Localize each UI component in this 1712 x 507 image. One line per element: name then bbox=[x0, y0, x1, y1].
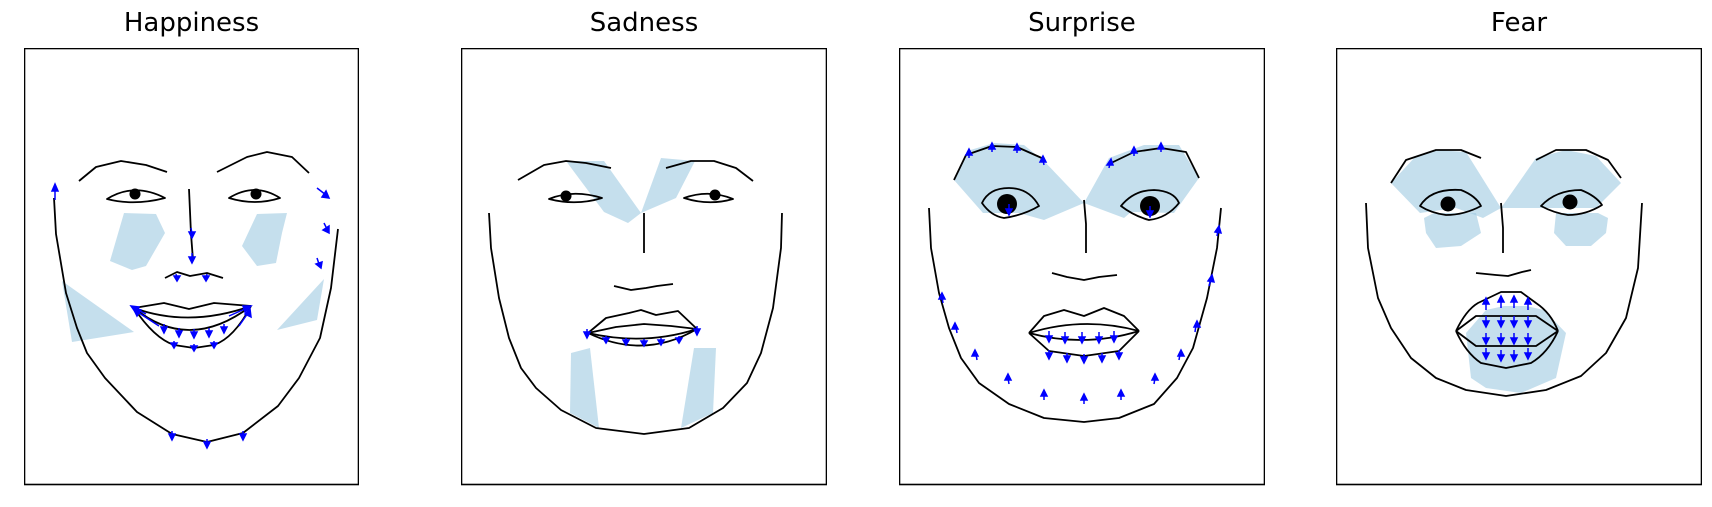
shaded-regions bbox=[62, 213, 324, 342]
nostrils bbox=[164, 271, 224, 279]
pupils bbox=[129, 188, 262, 200]
brow-left-shade bbox=[1391, 150, 1501, 218]
lower-lip-inner bbox=[1455, 330, 1559, 347]
upper-lip-bottom bbox=[1455, 315, 1559, 332]
right-eye bbox=[683, 192, 734, 204]
jaw-line bbox=[928, 207, 1222, 423]
shaded-regions bbox=[1391, 150, 1621, 393]
right-brow bbox=[1535, 149, 1622, 179]
left-pupil bbox=[1440, 196, 1456, 212]
jaw-line bbox=[488, 212, 783, 435]
motion-arrows bbox=[937, 141, 1223, 404]
frame bbox=[24, 48, 359, 486]
frame bbox=[1336, 48, 1702, 486]
mouth-shade bbox=[1466, 306, 1566, 393]
left-eye bbox=[106, 189, 166, 204]
upper-lip-top bbox=[587, 309, 698, 334]
upper-lip-bottom bbox=[587, 323, 698, 334]
upper-lip-bottom bbox=[133, 305, 252, 319]
panel-title: Happiness bbox=[123, 8, 260, 38]
upper-lip-bottom bbox=[1028, 323, 1140, 334]
right-pupil bbox=[1562, 194, 1578, 210]
right-eye bbox=[228, 189, 281, 203]
lower-lip-inner bbox=[587, 328, 698, 340]
panel-title: Sadness bbox=[589, 8, 699, 38]
mouth-corner-left-shade bbox=[62, 281, 134, 342]
lower-lip-outer bbox=[1455, 330, 1559, 369]
panel-title: Fear bbox=[1490, 8, 1548, 38]
left-pupil bbox=[560, 190, 572, 202]
left-brow bbox=[1390, 149, 1482, 184]
motion-arrows bbox=[1481, 294, 1533, 363]
left-eye bbox=[981, 187, 1040, 219]
right-brow bbox=[216, 151, 310, 174]
upper-lip-top bbox=[1455, 291, 1559, 332]
brow-right-shade bbox=[1501, 150, 1621, 208]
face-diagram-sadness bbox=[461, 48, 827, 486]
jaw-line bbox=[1365, 202, 1643, 397]
cheek-right-shade bbox=[242, 213, 287, 266]
right-eye bbox=[1540, 189, 1603, 216]
panel-title: Surprise bbox=[1028, 8, 1136, 38]
face-outline bbox=[53, 151, 339, 443]
nose-bridge bbox=[1083, 199, 1087, 253]
face-outline bbox=[1365, 149, 1643, 397]
left-pupil bbox=[129, 188, 141, 200]
upper-lip-top bbox=[1028, 307, 1140, 334]
frame bbox=[899, 48, 1265, 486]
pupils bbox=[1440, 194, 1578, 212]
face-diagram-happiness bbox=[24, 48, 359, 486]
motion-arrows bbox=[50, 182, 331, 450]
nostrils bbox=[613, 283, 674, 291]
shaded-regions bbox=[566, 158, 716, 428]
chin-right-shade bbox=[681, 348, 716, 428]
left-eye bbox=[1419, 188, 1482, 216]
right-eye bbox=[1120, 189, 1180, 221]
motion-arrows bbox=[582, 326, 702, 348]
chin-left-shade bbox=[570, 348, 599, 428]
inner-brow-right-shade bbox=[641, 158, 695, 213]
face-diagram-fear bbox=[1336, 48, 1702, 486]
inner-brow-left-shade bbox=[566, 161, 641, 223]
right-pupil bbox=[709, 189, 721, 201]
cheek-left-shade bbox=[110, 213, 165, 270]
frame bbox=[461, 48, 827, 486]
upper-lip-top bbox=[133, 302, 252, 310]
pupils bbox=[560, 189, 721, 202]
right-brow bbox=[665, 160, 754, 182]
right-pupil bbox=[250, 188, 262, 200]
mouth-corner-right-shade bbox=[277, 279, 324, 330]
left-brow bbox=[517, 160, 612, 181]
nose-bridge bbox=[1500, 202, 1504, 253]
face-outline bbox=[488, 160, 783, 435]
brow-left-shade bbox=[954, 143, 1084, 220]
nostrils bbox=[1051, 272, 1118, 281]
shaded-regions bbox=[954, 143, 1199, 220]
lower-lip-inner bbox=[133, 305, 252, 331]
under-eye-right-shade bbox=[1554, 213, 1608, 246]
nostrils bbox=[1475, 269, 1532, 277]
under-eye-left-shade bbox=[1424, 213, 1481, 248]
left-brow bbox=[78, 160, 168, 182]
face-diagram-surprise bbox=[899, 48, 1265, 486]
nose-bridge bbox=[188, 188, 194, 261]
